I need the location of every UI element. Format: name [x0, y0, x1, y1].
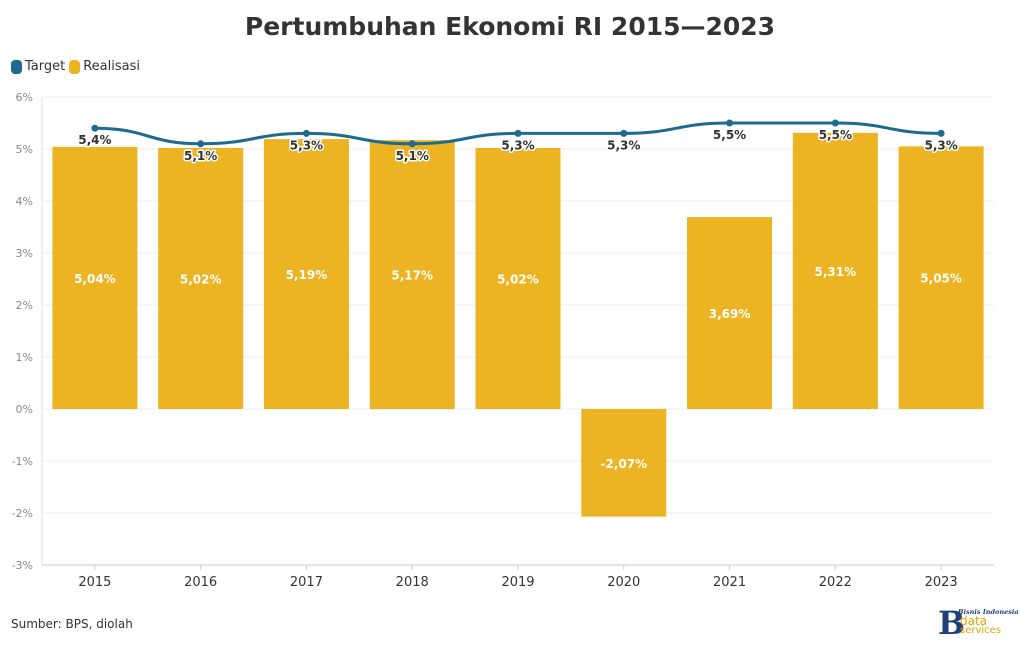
legend-label-realisasi: Realisasi: [83, 59, 140, 74]
x-tick-label: 2021: [713, 575, 746, 590]
y-tick-label: 2%: [16, 299, 33, 312]
logo-data-text: data: [960, 614, 988, 628]
target-label-2015: 5,4%: [78, 133, 111, 147]
target-label-2019: 5,3%: [501, 138, 534, 152]
chart-title: Pertumbuhan Ekonomi RI 2015—2023: [244, 12, 776, 41]
legend-swatch-target: [11, 59, 22, 74]
x-tick-label: 2023: [925, 575, 958, 590]
bar-label-2018: 5,17%: [391, 269, 433, 283]
bar-label-2020: -2,07%: [600, 457, 647, 471]
bar-label-2022: 5,31%: [815, 265, 857, 279]
y-tick-label: 1%: [16, 351, 33, 364]
logo-mark: B: [938, 604, 966, 642]
y-tick-label: 6%: [16, 91, 33, 104]
bar-2022: [792, 132, 878, 409]
target-point-2015: [91, 124, 99, 132]
legend-item-realisasi[interactable]: Realisasi: [69, 59, 140, 74]
bar-2018: [369, 140, 455, 409]
x-tick-label: 2016: [184, 575, 217, 590]
target-point-2017: [302, 129, 310, 137]
logo-services-text: services: [960, 625, 1002, 636]
bar-2023: [898, 146, 984, 409]
target-point-2020: [620, 129, 628, 137]
target-label-2023: 5,3%: [924, 138, 957, 152]
bar-2021: [687, 217, 773, 409]
target-label-halo-2019: 5,3%: [501, 138, 534, 152]
bar-2016: [158, 147, 244, 409]
target-label-halo-2023: 5,3%: [924, 138, 957, 152]
y-tick-label: -2%: [12, 507, 33, 520]
target-label-halo-2021: 5,5%: [713, 128, 746, 142]
legend-label-target: Target: [25, 59, 66, 74]
source-note: Sumber: BPS, diolah: [11, 617, 133, 631]
bar-label-2016: 5,02%: [180, 272, 222, 286]
bar-label-2017: 5,19%: [286, 268, 328, 282]
bar-label-2019: 5,02%: [497, 272, 539, 286]
bar-label-2023: 5,05%: [920, 272, 962, 286]
target-label-halo-2022: 5,5%: [819, 128, 852, 142]
y-tick-label: 0%: [16, 403, 33, 416]
x-tick-label: 2018: [396, 575, 429, 590]
target-point-2016: [197, 140, 205, 148]
bar-2015: [52, 146, 138, 410]
x-tick-label: 2022: [819, 575, 852, 590]
target-label-2017: 5,3%: [290, 138, 323, 152]
y-tick-label: 5%: [16, 143, 33, 156]
target-point-2018: [408, 140, 416, 148]
x-axis: 2015 2016 2017 2018 2019 2020 2021 2022 2023: [42, 564, 994, 590]
x-tick-label: 2019: [501, 575, 534, 590]
bar-2017: [263, 139, 349, 409]
x-tick-label: 2017: [290, 575, 323, 590]
y-tick-label: 3%: [16, 247, 33, 260]
target-label-2018: 5,1%: [396, 149, 429, 163]
y-tick-label: 4%: [16, 195, 33, 208]
target-label-2022: 5,5%: [819, 128, 852, 142]
target-point-2019: [514, 129, 522, 137]
logo-top-text: Bisnis Indonesia: [958, 608, 1019, 616]
target-point-2021: [726, 119, 734, 127]
y-tick-label: -3%: [12, 559, 33, 572]
legend-swatch-realisasi: [69, 59, 81, 74]
target-label-2020: 5,3%: [607, 138, 640, 152]
target-point-2022: [831, 119, 839, 127]
line-target: 5,4%5,4%5,1%5,1%5,3%5,3%5,1%5,1%5,3%5,3%…: [77, 119, 959, 164]
target-label-halo-2016: 5,1%: [184, 149, 217, 163]
y-tick-label: -1%: [12, 455, 33, 468]
target-label-2021: 5,5%: [713, 128, 746, 142]
bar-label-2015: 5,04%: [74, 272, 116, 286]
target-label-halo-2018: 5,1%: [396, 149, 429, 163]
legend-item-target[interactable]: Target: [11, 59, 65, 74]
target-point-2023: [937, 129, 945, 137]
brand-logo: B Bisnis Indonesia data services: [938, 604, 1019, 642]
x-tick-label: 2015: [78, 575, 111, 590]
bar-2019: [475, 147, 561, 409]
bar-2020: [581, 409, 667, 517]
target-label-halo-2017: 5,3%: [290, 138, 323, 152]
target-label-2016: 5,1%: [184, 149, 217, 163]
x-tick-label: 2020: [607, 575, 640, 590]
legend: Target Realisasi: [11, 59, 144, 74]
bars-realisasi: 5,04% 5,02% 5,19% 5,17% 5,02% -2,07% 3,69% 5,31…: [52, 132, 984, 517]
bar-label-2021: 3,69%: [709, 307, 751, 321]
target-label-halo-2020: 5,3%: [607, 138, 640, 152]
target-label-halo-2015: 5,4%: [78, 133, 111, 147]
y-axis: 6% 5% 4% 3% 2% 1% 0% -1% -2% -3%: [12, 91, 43, 572]
